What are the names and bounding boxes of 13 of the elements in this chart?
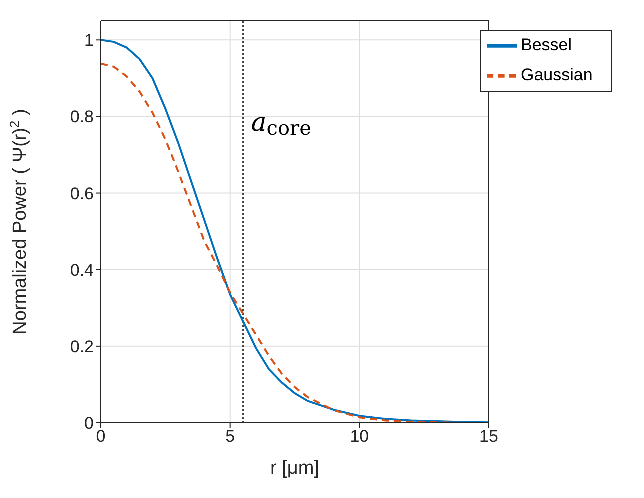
x-tick-label: 5	[226, 427, 236, 446]
ref-line-label: a$_{core}$	[251, 108, 312, 140]
y-tick-label: 1	[84, 31, 94, 50]
x-tick-label: 15	[480, 427, 498, 446]
y-tick-label: 0.2	[70, 337, 94, 356]
x-axis-title: r [μm]	[270, 458, 320, 479]
y-tick-label: 0.4	[70, 260, 94, 280]
y-tick-label: 0.6	[70, 184, 94, 204]
y-tick-label: 0.8	[70, 108, 94, 127]
legend-label: Bessel	[521, 35, 572, 54]
x-tick-label: 10	[350, 427, 370, 446]
legend-label: Gaussian	[521, 65, 593, 84]
y-tick-label: 0	[84, 414, 94, 434]
